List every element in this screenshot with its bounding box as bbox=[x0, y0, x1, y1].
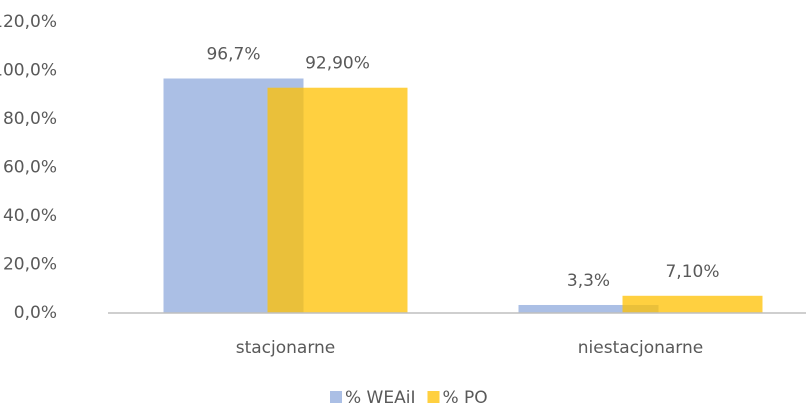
legend-swatch bbox=[427, 391, 440, 403]
bar bbox=[518, 304, 659, 313]
y-tick-label: 40,0% bbox=[3, 206, 57, 226]
y-tick-label: 120,0% bbox=[0, 12, 57, 32]
y-tick-label: 100,0% bbox=[0, 61, 57, 81]
x-tick-label: stacjonarne bbox=[236, 338, 336, 358]
y-tick-label: 80,0% bbox=[3, 109, 57, 129]
bar bbox=[267, 87, 408, 313]
y-tick-label: 0,0% bbox=[14, 303, 57, 323]
bar bbox=[622, 295, 763, 313]
y-tick-label: 60,0% bbox=[3, 158, 57, 178]
legend-swatch bbox=[330, 391, 342, 403]
value-label: 3,3% bbox=[567, 271, 610, 291]
value-label: 96,7% bbox=[206, 45, 260, 65]
y-tick-label: 20,0% bbox=[3, 255, 57, 275]
x-tick-label: niestacjonarne bbox=[578, 338, 703, 358]
legend-label: % PO bbox=[442, 388, 487, 405]
value-label: 92,90% bbox=[305, 54, 370, 74]
value-label: 7,10% bbox=[665, 262, 719, 282]
legend-label: % WEAiI bbox=[345, 388, 415, 405]
